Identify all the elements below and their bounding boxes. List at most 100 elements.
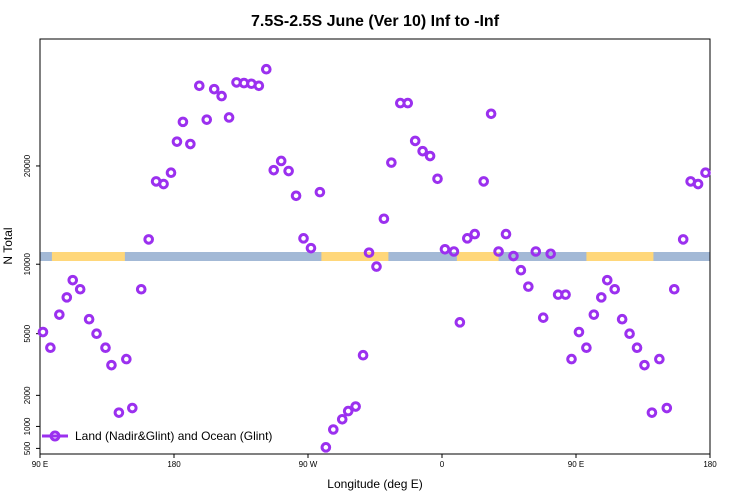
- data-point: [515, 264, 527, 276]
- x-tick-label: 90 W: [299, 460, 318, 469]
- data-point: [135, 283, 147, 295]
- data-point: [378, 213, 390, 225]
- data-point: [253, 80, 265, 92]
- data-point: [566, 353, 577, 365]
- y-axis-label: N Total: [1, 227, 15, 264]
- data-point: [424, 150, 436, 162]
- data-point: [290, 190, 302, 202]
- data-point: [171, 136, 183, 147]
- data-point: [113, 407, 125, 418]
- data-point: [432, 173, 443, 185]
- data-point: [573, 326, 585, 338]
- data-point: [508, 250, 519, 262]
- data-point: [100, 342, 111, 354]
- land-band-segment: [456, 252, 499, 261]
- data-point: [165, 167, 177, 179]
- y-tick-label: 10000: [23, 253, 32, 276]
- x-axis: 90 E 180 90 W 0 90 E 180: [32, 454, 717, 469]
- data-point: [268, 164, 280, 176]
- data-point: [409, 135, 421, 147]
- data-point: [596, 292, 607, 303]
- data-point: [581, 342, 592, 354]
- data-point: [223, 112, 235, 123]
- land-band-segment: [51, 252, 125, 261]
- data-point: [208, 83, 220, 95]
- data-point: [83, 313, 95, 325]
- data-point: [61, 292, 73, 303]
- data-point: [631, 342, 643, 354]
- x-tick-label: 90 E: [32, 460, 48, 469]
- data-point: [448, 246, 460, 257]
- data-point: [402, 97, 414, 109]
- data-point: [194, 80, 205, 92]
- data-point: [668, 283, 680, 295]
- x-tick-label: 180: [703, 460, 717, 469]
- data-point: [54, 309, 65, 320]
- x-tick-label: 90 E: [568, 460, 584, 469]
- data-point: [336, 413, 348, 425]
- data-point: [654, 353, 665, 365]
- data-point: [143, 234, 154, 245]
- data-point: [45, 342, 56, 354]
- data-point: [106, 359, 117, 371]
- data-point: [357, 349, 369, 361]
- data-point: [646, 407, 658, 418]
- data-point: [417, 145, 428, 157]
- data-point: [700, 167, 711, 179]
- data-point: [677, 234, 689, 245]
- land-band-segment: [586, 252, 654, 261]
- data-point: [363, 247, 375, 258]
- data-point: [201, 114, 213, 125]
- data-point: [588, 309, 600, 320]
- data-point: [121, 353, 132, 365]
- data-point: [616, 313, 628, 325]
- data-points: [37, 63, 711, 453]
- y-tick-label: 1000: [23, 417, 32, 435]
- x-axis-label: Longitude (deg E): [327, 477, 422, 491]
- y-tick-label: 5000: [23, 324, 32, 342]
- y-tick-label: 500: [23, 441, 32, 455]
- data-point: [469, 228, 481, 240]
- data-point: [545, 248, 556, 260]
- data-point: [158, 178, 169, 190]
- plot-frame: [39, 38, 711, 455]
- data-point: [661, 402, 673, 414]
- x-tick-label: 0: [440, 460, 445, 469]
- data-point: [454, 317, 466, 328]
- data-point: [305, 242, 317, 254]
- y-tick-label: 2000: [23, 386, 32, 404]
- data-point: [298, 233, 309, 244]
- data-point: [639, 359, 650, 371]
- data-point: [342, 405, 354, 417]
- data-point: [624, 328, 635, 339]
- legend-label: Land (Nadir&Glint) and Ocean (Glint): [75, 429, 272, 443]
- data-point: [560, 289, 571, 300]
- data-point: [314, 186, 326, 198]
- data-point: [328, 424, 339, 435]
- data-point: [462, 233, 473, 244]
- y-axis: 500 1000 2000 5000 10000 20000: [23, 154, 40, 455]
- data-point: [261, 63, 272, 75]
- data-point: [275, 155, 287, 167]
- data-point: [609, 283, 621, 295]
- data-point: [692, 178, 704, 190]
- data-point: [386, 157, 397, 168]
- data-point: [601, 274, 613, 286]
- data-point: [185, 138, 196, 150]
- data-point: [177, 116, 189, 128]
- data-point: [37, 326, 49, 338]
- data-point: [320, 442, 332, 453]
- land-band-segment: [321, 252, 389, 261]
- data-point: [485, 108, 497, 120]
- data-point: [530, 246, 542, 257]
- y-tick-label: 20000: [23, 154, 32, 177]
- data-point: [283, 165, 294, 177]
- chart-title: 7.5S-2.5S June (Ver 10) Inf to -Inf: [251, 13, 500, 30]
- data-point: [478, 176, 489, 187]
- data-point: [371, 261, 382, 272]
- legend: Land (Nadir&Glint) and Ocean (Glint): [42, 429, 272, 443]
- data-point: [350, 401, 361, 412]
- data-point: [67, 274, 79, 286]
- surface-band: [40, 252, 710, 261]
